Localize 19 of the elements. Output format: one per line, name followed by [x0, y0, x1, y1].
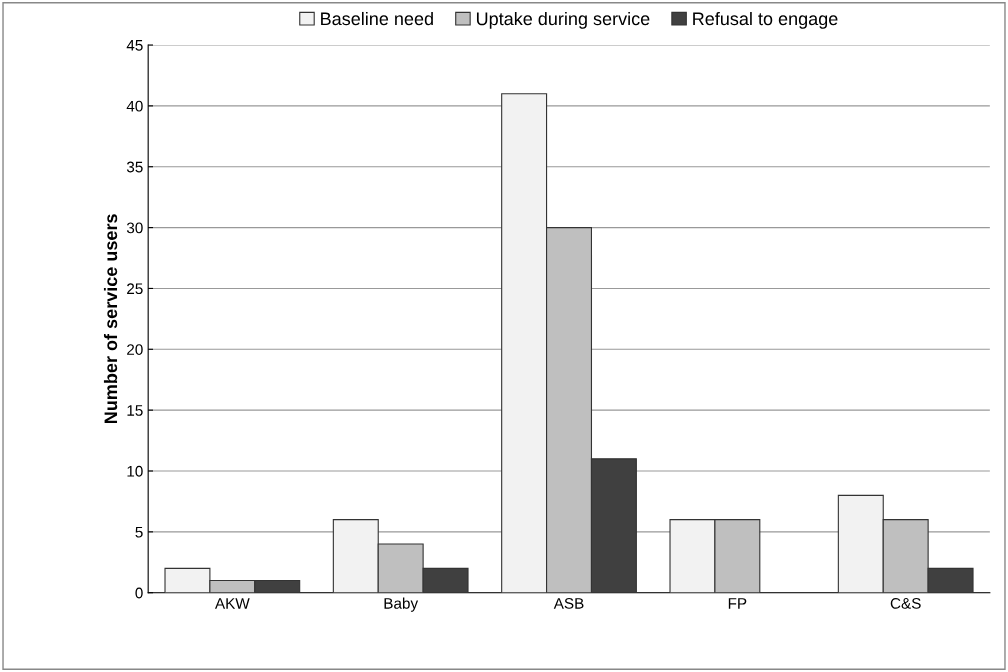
y-tick-label: 40: [126, 100, 143, 112]
legend-label: Baseline need: [321, 11, 433, 26]
y-tick-label: 25: [127, 283, 143, 295]
x-tick-label: ASB: [553, 597, 584, 609]
y-tick-label: 10: [127, 465, 143, 477]
x-tick-label: Baby: [384, 597, 419, 612]
y-axis-title: Number of service users: [103, 214, 118, 424]
x-tick-label: FP: [728, 598, 747, 609]
y-tick-label: 45: [126, 40, 143, 51]
y-tick-label: 5: [135, 526, 143, 538]
x-tick-label: C&S: [890, 597, 921, 609]
x-tick-label: AKW: [214, 598, 250, 609]
y-tick-label: 35: [126, 161, 143, 173]
y-tick-label: 15: [127, 405, 143, 416]
y-tick-label: 30: [126, 222, 143, 234]
y-tick-label: 0: [135, 587, 143, 599]
legend-label: Uptake during service: [476, 11, 650, 29]
y-tick-label: 20: [127, 344, 143, 355]
legend-label: Refusal to engage: [693, 11, 838, 29]
